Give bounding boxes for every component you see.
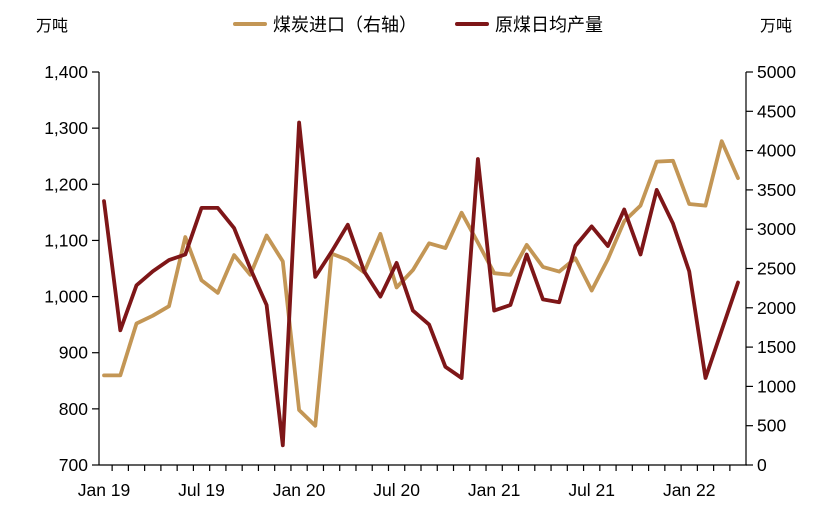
- right-axis-tick-label: 5000: [757, 62, 796, 82]
- x-axis-tick-label: Jan 22: [663, 480, 716, 500]
- left-axis-tick-label: 800: [59, 399, 88, 419]
- right-axis-tick-label: 3500: [757, 180, 796, 200]
- legend-item-imports: 煤炭进口（右轴）: [233, 11, 417, 37]
- right-axis-tick-label: 2000: [757, 298, 796, 318]
- right-axis-tick-label: 1000: [757, 376, 796, 396]
- right-axis-tick-label: 3000: [757, 219, 796, 239]
- x-axis-tick-label: Jul 21: [568, 480, 615, 500]
- right-axis-tick-label: 500: [757, 416, 786, 436]
- axes: [92, 71, 753, 471]
- right-axis-tick-label: 0: [757, 455, 767, 475]
- left-axis-tick-label: 1,200: [44, 174, 88, 194]
- x-axis-tick-label: Jan 21: [468, 480, 521, 500]
- left-axis-tick-label: 900: [59, 343, 88, 363]
- right-axis-tick-label: 4000: [757, 141, 796, 161]
- x-axis-tick-label: Jul 20: [373, 480, 420, 500]
- x-axis-tick-label: Jan 20: [273, 480, 326, 500]
- left-axis-tick-label: 1,400: [44, 62, 88, 82]
- left-axis-tick-label: 700: [59, 455, 88, 475]
- x-axis-tick-label: Jan 19: [78, 480, 131, 500]
- right-axis-unit-label: 万吨: [760, 18, 793, 35]
- legend: 煤炭进口（右轴） 原煤日均产量: [0, 11, 836, 37]
- left-axis-tick-label: 1,100: [44, 230, 88, 250]
- legend-line-swatch-imports: [233, 21, 267, 27]
- left-axis-tick-label: 1,000: [44, 287, 88, 307]
- series-line-production: [102, 120, 740, 448]
- right-axis-tick-label: 1500: [757, 337, 796, 357]
- x-axis-tick-label: Jul 19: [178, 480, 225, 500]
- right-axis-tick-label: 2500: [757, 259, 796, 279]
- left-axis-unit-label: 万吨: [36, 18, 69, 35]
- right-axis-tick-label: 4500: [757, 101, 796, 121]
- legend-label-production: 原煤日均产量: [495, 15, 603, 35]
- left-axis-tick-label: 1,300: [44, 118, 88, 138]
- legend-line-swatch-production: [455, 21, 489, 27]
- legend-item-production: 原煤日均产量: [455, 11, 603, 37]
- legend-label-imports: 煤炭进口（右轴）: [273, 15, 417, 35]
- series-line-imports: [102, 139, 740, 428]
